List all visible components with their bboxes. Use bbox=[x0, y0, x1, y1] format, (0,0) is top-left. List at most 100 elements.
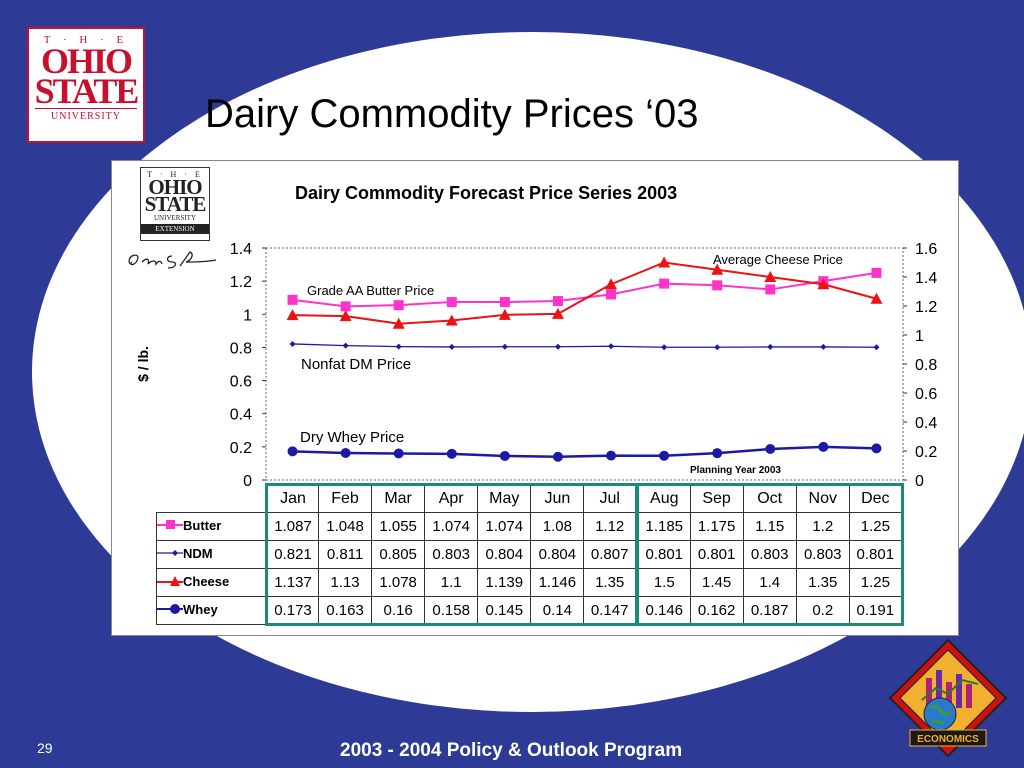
table-cell: 0.804 bbox=[530, 540, 585, 569]
annotation-cheese: Average Cheese Price bbox=[713, 252, 843, 267]
left-tick-label: 0 bbox=[243, 473, 252, 490]
right-tick-label: 1 bbox=[915, 328, 924, 345]
legend-butter-icon bbox=[157, 520, 183, 529]
table-column-header: Jul bbox=[583, 483, 638, 513]
economics-logo-text: ECONOMICS bbox=[917, 734, 979, 745]
table-cell: 0.162 bbox=[689, 596, 744, 626]
logo-line1: OHIO bbox=[40, 41, 133, 81]
table-column-header: May bbox=[477, 483, 532, 513]
table-cell: 1.12 bbox=[583, 512, 638, 541]
data-point-whey bbox=[659, 450, 670, 461]
legend-entry-ndm: NDM bbox=[156, 540, 267, 569]
data-table: Jan Feb Mar Apr May Jun Jul Aug Sep Oct Nov Dec Butt… bbox=[156, 483, 904, 626]
data-point-cheese bbox=[870, 292, 883, 304]
data-point-butter bbox=[659, 278, 670, 289]
data-point-butter bbox=[871, 267, 882, 278]
table-cell: 0.145 bbox=[477, 596, 532, 626]
data-point-ndm bbox=[661, 344, 668, 351]
legend-label: Cheese bbox=[183, 574, 230, 589]
table-cell: 1.5 bbox=[634, 568, 691, 597]
ext-logo-extension: EXTENSION bbox=[141, 224, 209, 234]
left-tick-label: 1.2 bbox=[230, 274, 252, 291]
table-cell: 0.821 bbox=[265, 540, 319, 569]
series-line-whey bbox=[292, 445, 877, 459]
table-corner-cell bbox=[157, 485, 267, 513]
left-tick-label: 0.6 bbox=[230, 374, 252, 391]
data-point-whey bbox=[552, 451, 563, 462]
table-cell: 0.803 bbox=[742, 540, 797, 569]
annotation-ndm: Nonfat DM Price bbox=[301, 356, 411, 373]
data-point-butter bbox=[712, 280, 723, 291]
table-column-header: Nov bbox=[795, 483, 850, 513]
table-cell: 0.2 bbox=[795, 596, 850, 626]
table-cell: 0.801 bbox=[848, 540, 904, 569]
data-point-ndm bbox=[448, 343, 455, 350]
table-cell: 0.811 bbox=[317, 540, 373, 569]
footer-text: 2003 - 2004 Policy & Outlook Program bbox=[340, 740, 683, 761]
right-tick-label: 0.2 bbox=[915, 444, 937, 461]
table-cell: 0.191 bbox=[848, 596, 904, 626]
table-cell: 1.078 bbox=[371, 568, 426, 597]
table-cell: 1.25 bbox=[848, 512, 904, 541]
data-point-ndm bbox=[342, 342, 349, 349]
data-point-butter bbox=[606, 289, 617, 300]
data-point-whey bbox=[446, 448, 457, 459]
data-point-ndm bbox=[289, 340, 296, 347]
table-cell: 1.15 bbox=[742, 512, 797, 541]
legend-label: Butter bbox=[183, 518, 222, 533]
y-axis-label: $ / lb. bbox=[135, 346, 151, 382]
legend-cheese-icon bbox=[157, 576, 183, 586]
table-cell: 0.801 bbox=[689, 540, 744, 569]
table-cell: 0.801 bbox=[634, 540, 691, 569]
table-row: Cheese 1.137 1.13 1.078 1.1 1.139 1.146 1.35 1.5… bbox=[156, 568, 904, 597]
table-cell: 0.163 bbox=[317, 596, 373, 626]
data-point-cheese bbox=[445, 314, 458, 326]
left-tick-label: 0.4 bbox=[230, 407, 252, 424]
table-cell: 0.14 bbox=[530, 596, 585, 626]
table-column-header: Dec bbox=[848, 483, 904, 513]
series-line-cheese bbox=[292, 261, 877, 325]
data-point-ndm bbox=[608, 343, 615, 350]
logo-university: UNIVERSITY bbox=[35, 108, 137, 122]
table-cell: 0.173 bbox=[265, 596, 319, 626]
data-point-butter bbox=[287, 294, 298, 305]
table-cell: 0.146 bbox=[634, 596, 691, 626]
data-point-whey bbox=[818, 441, 829, 452]
data-point-cheese bbox=[817, 278, 830, 290]
ext-logo-line1: OHIO bbox=[148, 175, 202, 199]
signature-icon bbox=[128, 251, 217, 269]
left-tick-label: 1 bbox=[243, 307, 252, 324]
data-point-cheese bbox=[392, 317, 405, 329]
data-point-butter bbox=[340, 301, 351, 312]
right-tick-label: 0.4 bbox=[915, 415, 937, 432]
table-column-header: Oct bbox=[742, 483, 797, 513]
table-cell: 1.45 bbox=[689, 568, 744, 597]
table-cell: 1.146 bbox=[530, 568, 585, 597]
data-point-cheese bbox=[498, 308, 511, 320]
table-cell: 1.074 bbox=[477, 512, 532, 541]
legend-ndm-icon bbox=[157, 550, 183, 556]
legend-entry-whey: Whey bbox=[156, 596, 267, 625]
data-point-whey bbox=[393, 448, 404, 459]
data-point-butter bbox=[446, 297, 457, 308]
left-tick-label: 0.2 bbox=[230, 440, 252, 457]
table-cell: 1.35 bbox=[795, 568, 850, 597]
annotation-butter: Grade AA Butter Price bbox=[307, 283, 434, 298]
right-tick-label: 0.6 bbox=[915, 386, 937, 403]
chart-title: Dairy Commodity Forecast Price Series 20… bbox=[295, 183, 678, 203]
series-line-butter bbox=[292, 271, 877, 308]
data-point-whey bbox=[871, 443, 882, 454]
data-point-cheese bbox=[286, 309, 299, 321]
table-column-header: Aug bbox=[634, 483, 691, 513]
table-cell: 0.803 bbox=[424, 540, 479, 569]
slide-title: Dairy Commodity Prices ‘03 bbox=[205, 92, 699, 136]
left-tick-label: 0.8 bbox=[230, 340, 252, 357]
ext-logo-university: UNIVERSITY bbox=[154, 214, 196, 222]
table-cell: 0.803 bbox=[795, 540, 850, 569]
legend-entry-cheese: Cheese bbox=[156, 568, 267, 597]
table-cell: 1.137 bbox=[265, 568, 319, 597]
table-header-row: Jan Feb Mar Apr May Jun Jul Aug Sep Oct Nov Dec bbox=[157, 483, 904, 513]
table-cell: 0.16 bbox=[371, 596, 426, 626]
data-point-ndm bbox=[767, 343, 774, 350]
right-tick-label: 1.6 bbox=[915, 241, 937, 258]
